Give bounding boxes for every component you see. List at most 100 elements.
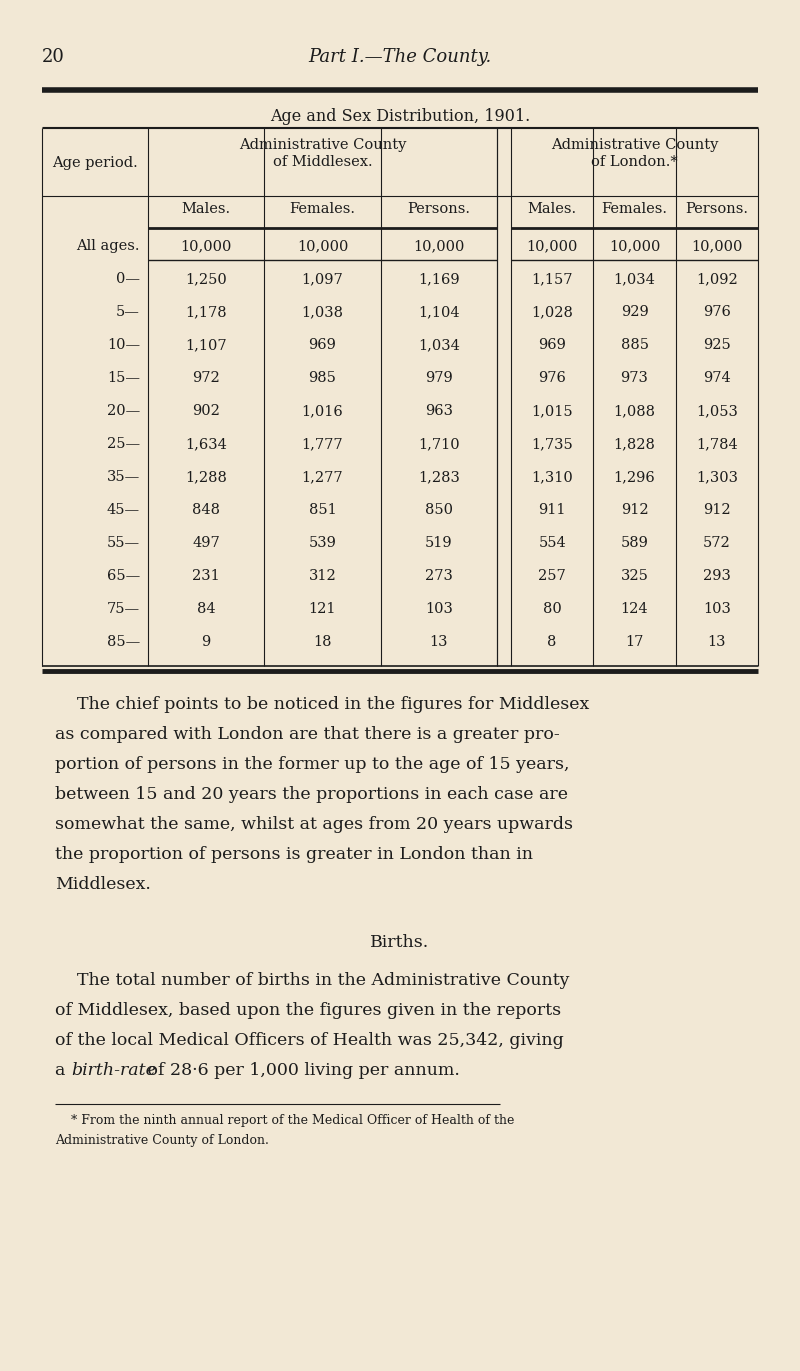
Text: Age and Sex Distribution, 1901.: Age and Sex Distribution, 1901. [270, 108, 530, 125]
Text: 1,634: 1,634 [186, 437, 227, 451]
Text: Administrative County: Administrative County [551, 138, 718, 152]
Text: Administrative County of London.: Administrative County of London. [55, 1134, 269, 1148]
Text: 1,053: 1,053 [696, 404, 738, 418]
Text: Births.: Births. [370, 934, 430, 951]
Text: of Middlesex.: of Middlesex. [273, 155, 372, 169]
Text: All ages.: All ages. [77, 239, 140, 254]
Text: 1,028: 1,028 [531, 304, 573, 319]
Text: 1,107: 1,107 [186, 339, 227, 352]
Text: birth-rate: birth-rate [71, 1063, 156, 1079]
Text: 1,097: 1,097 [302, 271, 343, 287]
Text: of London.*: of London.* [591, 155, 678, 169]
Text: 929: 929 [621, 304, 648, 319]
Text: 20: 20 [42, 48, 65, 66]
Text: 17: 17 [626, 635, 644, 648]
Text: Age period.: Age period. [52, 156, 138, 170]
Text: 1,784: 1,784 [696, 437, 738, 451]
Text: of 28·6 per 1,000 living per annum.: of 28·6 per 1,000 living per annum. [142, 1063, 460, 1079]
Text: 18: 18 [314, 635, 332, 648]
Text: 65—: 65— [106, 569, 140, 583]
Text: 519: 519 [425, 536, 453, 550]
Text: 925: 925 [703, 339, 730, 352]
Text: 10,000: 10,000 [297, 239, 348, 254]
Text: 589: 589 [621, 536, 649, 550]
Text: the proportion of persons is greater in London than in: the proportion of persons is greater in … [55, 846, 533, 862]
Text: 55—: 55— [107, 536, 140, 550]
Text: 13: 13 [430, 635, 448, 648]
Text: Females.: Females. [290, 202, 355, 217]
Text: Males.: Males. [182, 202, 230, 217]
Text: 231: 231 [192, 569, 220, 583]
Text: 1,157: 1,157 [531, 271, 573, 287]
Text: 1,277: 1,277 [302, 470, 343, 484]
Text: 1,735: 1,735 [531, 437, 573, 451]
Text: 902: 902 [192, 404, 220, 418]
Text: 973: 973 [621, 372, 649, 385]
Text: portion of persons in the former up to the age of 15 years,: portion of persons in the former up to t… [55, 755, 570, 773]
Text: 10,000: 10,000 [181, 239, 232, 254]
Text: 1,710: 1,710 [418, 437, 460, 451]
Text: The total number of births in the Administrative County: The total number of births in the Admini… [55, 972, 570, 988]
Text: 974: 974 [703, 372, 730, 385]
Text: 10,000: 10,000 [413, 239, 465, 254]
Text: 1,288: 1,288 [186, 470, 227, 484]
Text: 325: 325 [621, 569, 649, 583]
Text: 1,104: 1,104 [418, 304, 460, 319]
Text: 1,038: 1,038 [302, 304, 343, 319]
Text: * From the ninth annual report of the Medical Officer of Health of the: * From the ninth annual report of the Me… [55, 1115, 514, 1127]
Text: 15—: 15— [107, 372, 140, 385]
Text: 84: 84 [197, 602, 215, 616]
Text: Administrative County: Administrative County [239, 138, 406, 152]
Text: 1,088: 1,088 [614, 404, 655, 418]
Text: 911: 911 [538, 503, 566, 517]
Text: between 15 and 20 years the proportions in each case are: between 15 and 20 years the proportions … [55, 786, 568, 803]
Text: 5—: 5— [116, 304, 140, 319]
Text: as compared with London are that there is a greater pro-: as compared with London are that there i… [55, 727, 560, 743]
Text: 8: 8 [547, 635, 557, 648]
Text: 985: 985 [309, 372, 337, 385]
Text: 0—: 0— [116, 271, 140, 287]
Text: 912: 912 [621, 503, 648, 517]
Text: 257: 257 [538, 569, 566, 583]
Text: 1,016: 1,016 [302, 404, 343, 418]
Text: 10—: 10— [107, 339, 140, 352]
Text: 10,000: 10,000 [691, 239, 742, 254]
Text: 969: 969 [309, 339, 337, 352]
Text: 20—: 20— [106, 404, 140, 418]
Text: 972: 972 [192, 372, 220, 385]
Text: 851: 851 [309, 503, 336, 517]
Text: 10,000: 10,000 [526, 239, 578, 254]
Text: 554: 554 [538, 536, 566, 550]
Text: 850: 850 [425, 503, 453, 517]
Text: 963: 963 [425, 404, 453, 418]
Text: Females.: Females. [602, 202, 667, 217]
Text: 121: 121 [309, 602, 336, 616]
Text: 1,250: 1,250 [186, 271, 227, 287]
Text: 1,169: 1,169 [418, 271, 460, 287]
Text: 273: 273 [425, 569, 453, 583]
Text: 312: 312 [309, 569, 336, 583]
Text: 45—: 45— [107, 503, 140, 517]
Text: a: a [55, 1063, 71, 1079]
Text: 1,034: 1,034 [418, 339, 460, 352]
Text: 103: 103 [425, 602, 453, 616]
Text: Males.: Males. [528, 202, 577, 217]
Text: The chief points to be noticed in the figures for Middlesex: The chief points to be noticed in the fi… [55, 696, 590, 713]
Text: of the local Medical Officers of Health was 25,342, giving: of the local Medical Officers of Health … [55, 1032, 564, 1049]
Text: Part I.—The County.: Part I.—The County. [308, 48, 492, 66]
Text: 912: 912 [703, 503, 730, 517]
Text: of Middlesex, based upon the figures given in the reports: of Middlesex, based upon the figures giv… [55, 1002, 561, 1019]
Text: 35—: 35— [106, 470, 140, 484]
Text: 293: 293 [703, 569, 730, 583]
Text: 13: 13 [707, 635, 726, 648]
Text: 1,296: 1,296 [614, 470, 655, 484]
Text: Middlesex.: Middlesex. [55, 876, 151, 893]
Text: 497: 497 [192, 536, 220, 550]
Text: 9: 9 [202, 635, 210, 648]
Text: 1,092: 1,092 [696, 271, 738, 287]
Text: Persons.: Persons. [407, 202, 470, 217]
Text: 848: 848 [192, 503, 220, 517]
Text: 75—: 75— [107, 602, 140, 616]
Text: 1,303: 1,303 [696, 470, 738, 484]
Text: 103: 103 [703, 602, 730, 616]
